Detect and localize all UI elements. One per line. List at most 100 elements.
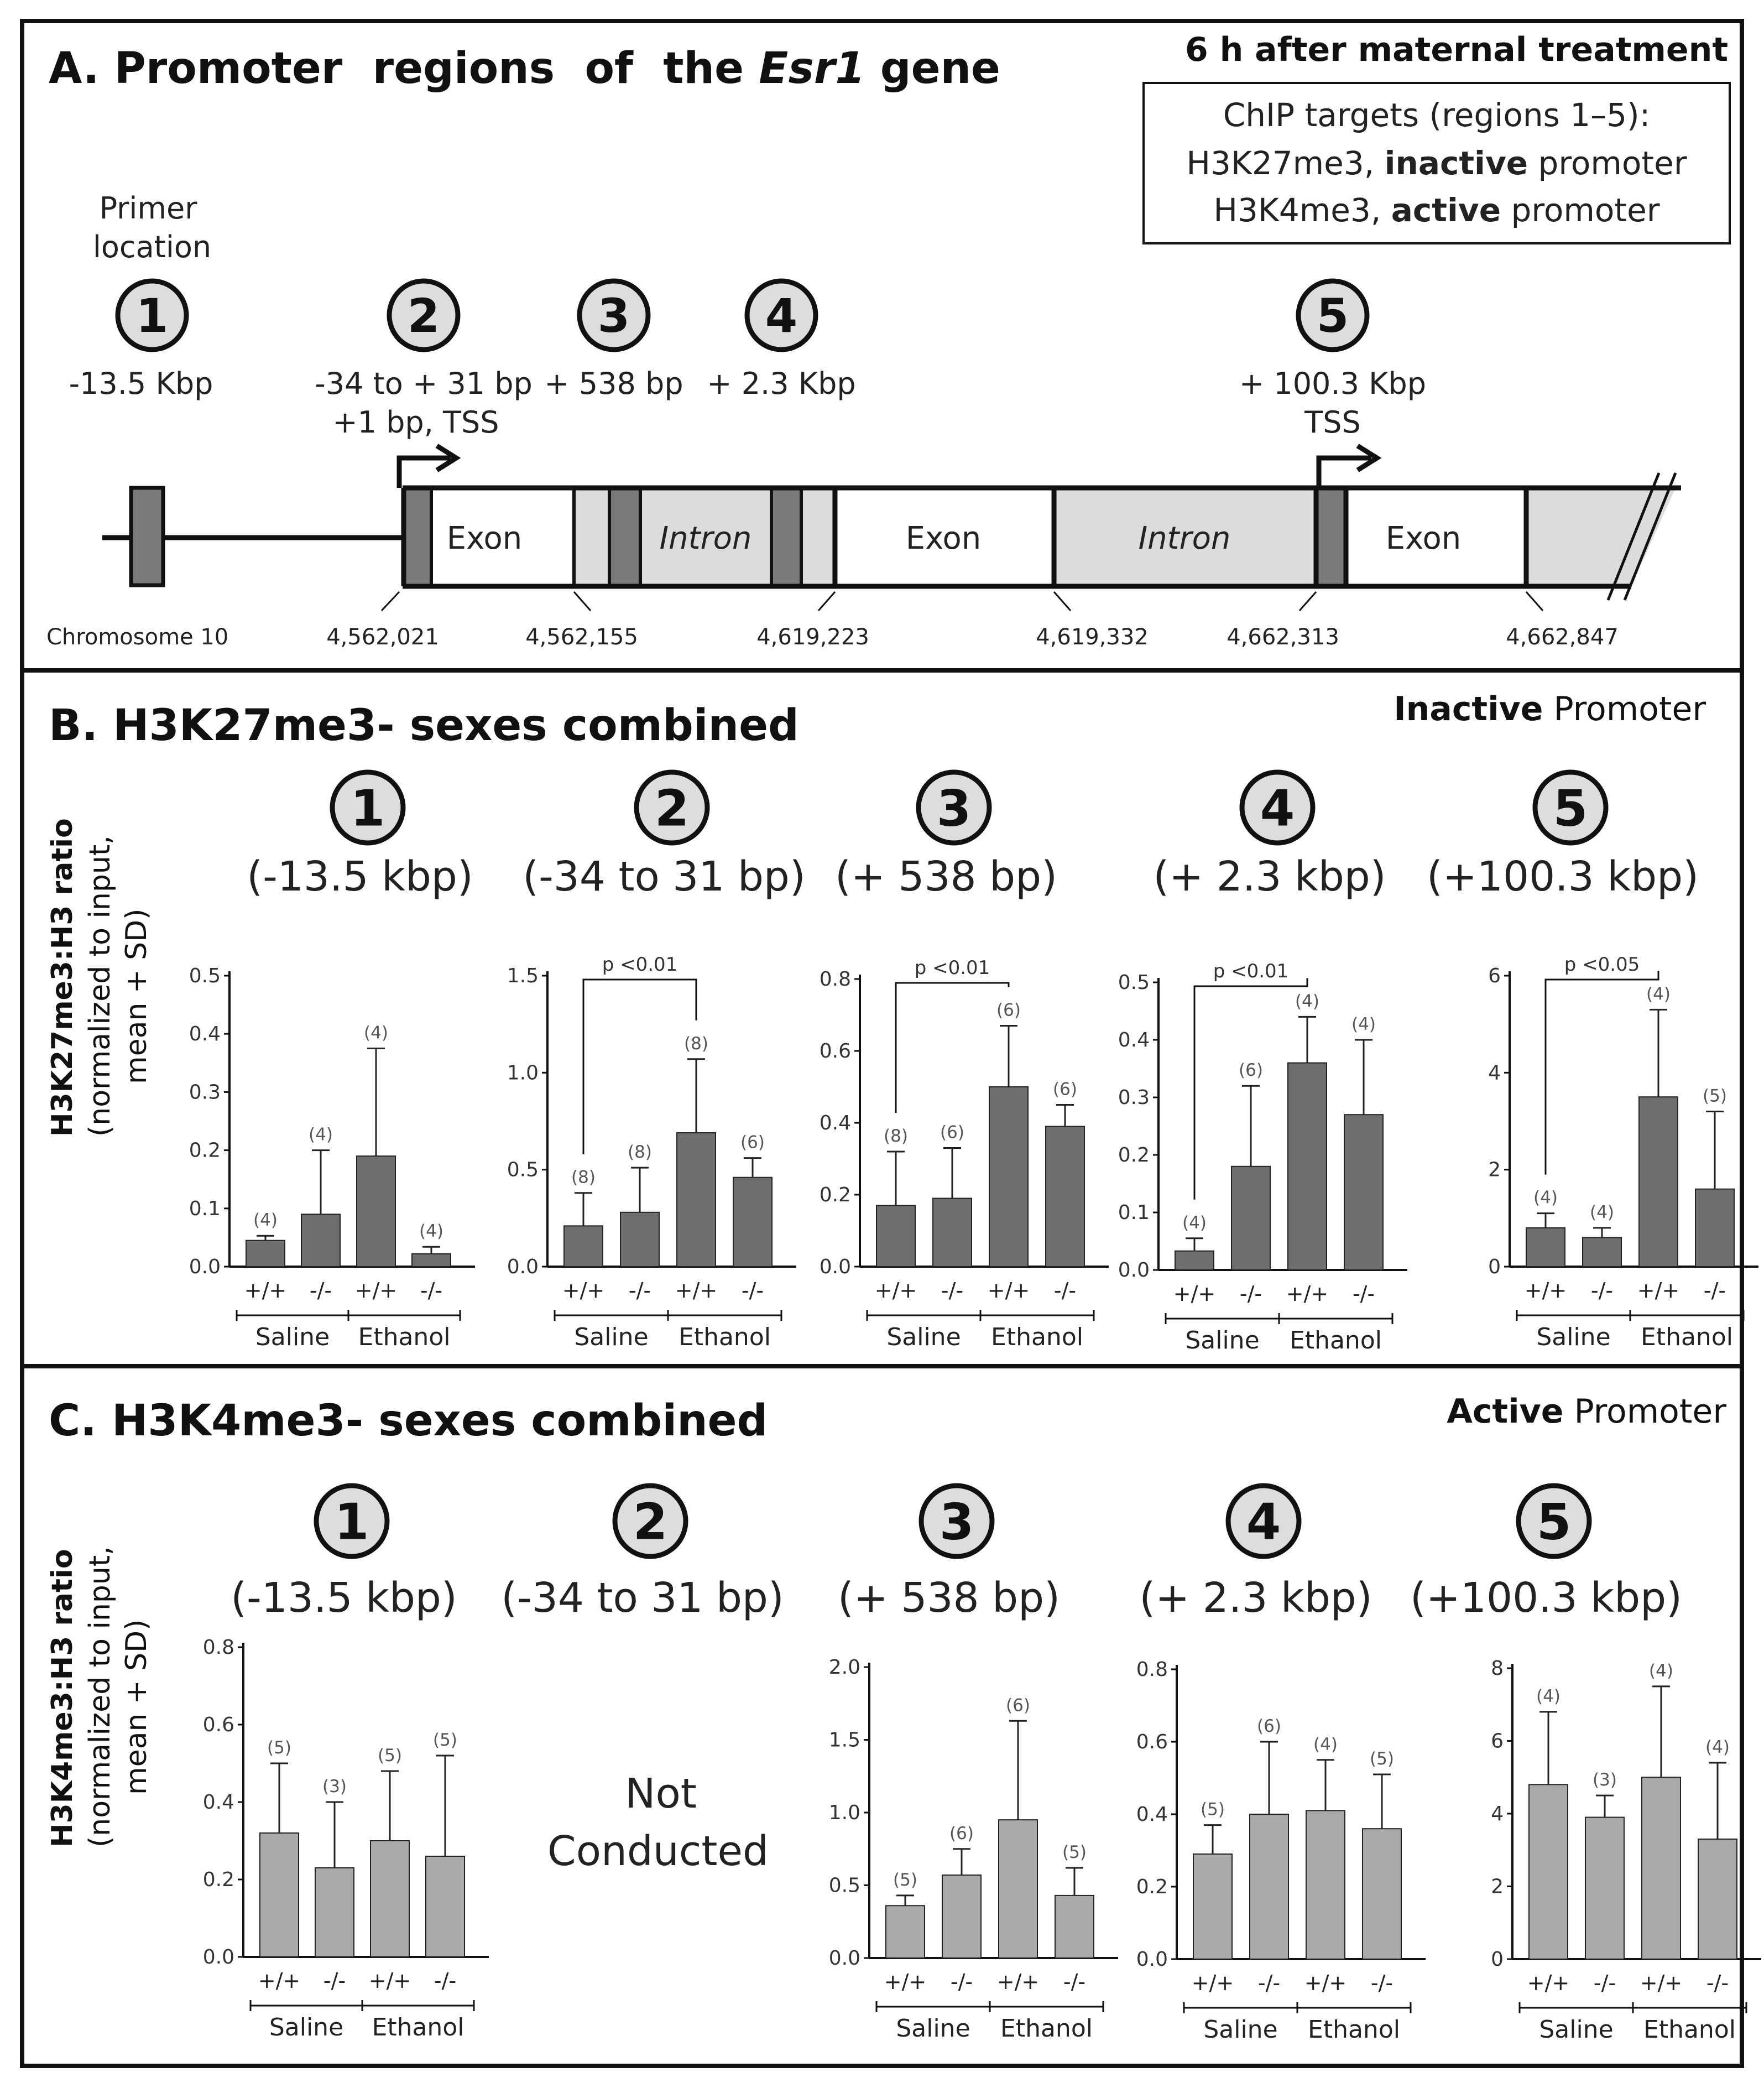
significance-bracket [1193, 978, 1308, 1200]
n-label: (5) [893, 1870, 917, 1890]
region-5-circle-ring [1296, 278, 1370, 352]
n-label: (4) [364, 1023, 388, 1043]
bar [1638, 1096, 1678, 1267]
chart-c-5-circle-ring [1516, 1483, 1592, 1559]
n-label: (5) [378, 1746, 402, 1766]
chart-b-3-circle-ring [916, 769, 992, 846]
primer-site-4 [771, 488, 801, 586]
y-tick-label: 0.6 [203, 1714, 234, 1736]
panel-c-promoter: Active Promoter [1447, 1392, 1726, 1431]
chip-targets-box: ChIP targets (regions 1–5): H3K27me3, in… [1142, 82, 1731, 244]
n-label: (5) [267, 1738, 291, 1758]
chart-b-region-5: 5 (+100.3 kbp) 0 2 4 6 (4) +/+ (4) -/- (4) +/+ (5) -/… [1427, 769, 1758, 1351]
panel-c: C. H3K4me3- sexes combined Active Promot… [46, 1392, 1726, 1875]
region-3-circle-ring [577, 278, 651, 352]
y-tick-label: 0.6 [820, 1040, 851, 1063]
chart-b-region-1: 1 (-13.5 kbp) 0.0 0.1 0.2 0.3 0.4 0.5 (4) +/+ (4) -… [189, 769, 475, 1351]
y-tick-label: 0.0 [829, 1947, 860, 1970]
chip-line-2: H3K27me3, inactive promoter [1186, 144, 1687, 182]
genotype-label: +/+ [675, 1278, 717, 1303]
region-5-position: + 100.3 Kbp [1239, 366, 1426, 401]
region-5-circle-number: 5 [1317, 289, 1349, 343]
bar [563, 1225, 603, 1268]
y-tick-label: 0.4 [203, 1791, 234, 1814]
y-tick-label: 0.5 [829, 1874, 860, 1897]
chart-subtitle: (+ 2.3 kbp) [1153, 853, 1386, 900]
y-tick-label: 0.5 [507, 1159, 539, 1181]
n-label: (6) [996, 1001, 1021, 1020]
n-label: (8) [684, 1034, 708, 1054]
chart-c-2-circle-ring [612, 1483, 688, 1559]
y-tick-label: 4 [1491, 1803, 1504, 1825]
n-label: (5) [1370, 1749, 1394, 1769]
group-label-ethanol: Ethanol [1643, 2016, 1736, 2044]
n-label: (5) [1201, 1800, 1225, 1820]
n-label: (6) [1053, 1080, 1077, 1100]
chart-c-region-3: 3 (+ 538 bp) 0.0 0.5 1.0 1.5 2.0 (5) +/+ (6) -/- (6… [829, 1483, 1118, 2043]
bar [885, 1905, 925, 1959]
y-tick-label: 2 [1488, 1159, 1501, 1181]
region-5-position-note: TSS [1304, 405, 1361, 440]
primer-site-3 [609, 488, 640, 586]
chart-b-3-circle: 3 [916, 769, 992, 846]
bar [1641, 1777, 1681, 1960]
chart-c-region-1: 1 (-13.5 kbp) 0.0 0.2 0.4 0.6 0.8 (5) +/+ (3) -/- (… [203, 1483, 489, 2042]
region-4-circle-ring [744, 278, 818, 352]
region-4-position: + 2.3 Kbp [707, 366, 855, 401]
ylabel-c-line3: mean + SD) [120, 1620, 153, 1795]
genotype-label: -/- [1591, 1278, 1613, 1303]
primer-site-1 [129, 486, 165, 587]
chart-c-5-circle-number: 5 [1537, 1493, 1572, 1551]
chart-b-region-4: 4 (+ 2.3 kbp) 0.0 0.1 0.2 0.3 0.4 0.5 (4) +/+ (6) -… [1118, 769, 1407, 1355]
chart-c-1-circle-number: 1 [335, 1493, 369, 1551]
region-2-circle: 2 [387, 278, 461, 352]
chart-subtitle: (+100.3 kbp) [1427, 853, 1699, 900]
exon-label-2: Exon [906, 520, 982, 556]
n-label: (6) [1239, 1060, 1263, 1080]
y-tick-label: 0.2 [203, 1868, 234, 1891]
n-label: (6) [1006, 1695, 1030, 1715]
bar [1695, 1188, 1735, 1268]
chart-c-region-2: 2 (-34 to 31 bp) [501, 1483, 784, 1622]
gene-diagram: Exon Intron Exon Intron Exon [102, 444, 1681, 601]
group-label-ethanol: Ethanol [358, 1323, 451, 1351]
bar [1055, 1894, 1094, 1959]
y-tick-label: 0.0 [203, 1946, 234, 1969]
chart-c-4-circle: 4 [1225, 1483, 1302, 1559]
chart-c-4-circle-number: 4 [1246, 1493, 1281, 1551]
exon-2 [835, 488, 1054, 586]
y-tick-label: 0.0 [820, 1256, 851, 1278]
not-conducted-line2: Conducted [547, 1827, 769, 1875]
bar [676, 1132, 716, 1268]
ylabel-c-line2: (normalized to input, [83, 1546, 117, 1847]
group-label-saline: Saline [1185, 1326, 1259, 1355]
bar [1231, 1165, 1271, 1271]
region-3-position: + 538 bp [544, 366, 683, 401]
panel-a: A. Promoter regions of the Esr1 gene 6 h… [46, 30, 1731, 650]
bar [1362, 1828, 1402, 1960]
group-label-saline: Saline [255, 1323, 330, 1351]
genotype-label: -/- [1706, 1971, 1729, 1995]
coordinate-ticks [380, 591, 1544, 612]
region-5-circle: 5 [1296, 278, 1370, 352]
chart-c-region-5: 5 (+100.3 kbp) 0 2 4 6 8 (4) +/+ (3) -/- (4) +/+ (4) -… [1410, 1483, 1761, 2044]
n-label: (4) [1646, 984, 1671, 1004]
chart-b-region-2: 2 (-34 to 31 bp) 0.0 0.5 1.0 1.5 (8) +/+ (8) -/- (… [507, 769, 806, 1351]
y-tick-label: 0.4 [1136, 1803, 1168, 1826]
region-1-position: -13.5 Kbp [69, 366, 213, 401]
chart-c-1-circle-ring [314, 1483, 390, 1559]
group-label-ethanol: Ethanol [991, 1323, 1083, 1351]
group-label-ethanol: Ethanol [1290, 1326, 1382, 1355]
chart-c-2-circle: 2 [612, 1483, 688, 1559]
chart-subtitle: (+ 2.3 kbp) [1139, 1574, 1372, 1622]
primer-label-line2: location [93, 230, 211, 264]
n-label: (4) [1351, 1014, 1376, 1034]
y-tick-label: 0.2 [820, 1184, 851, 1206]
bar [876, 1205, 916, 1267]
ylabel-b-line1: H3K27me3:H3 ratio [46, 818, 79, 1137]
chart-b-4-circle-number: 4 [1260, 779, 1295, 837]
group-label-ethanol: Ethanol [1641, 1323, 1733, 1351]
bar [942, 1874, 982, 1959]
coord-3: 4,619,223 [756, 624, 869, 650]
